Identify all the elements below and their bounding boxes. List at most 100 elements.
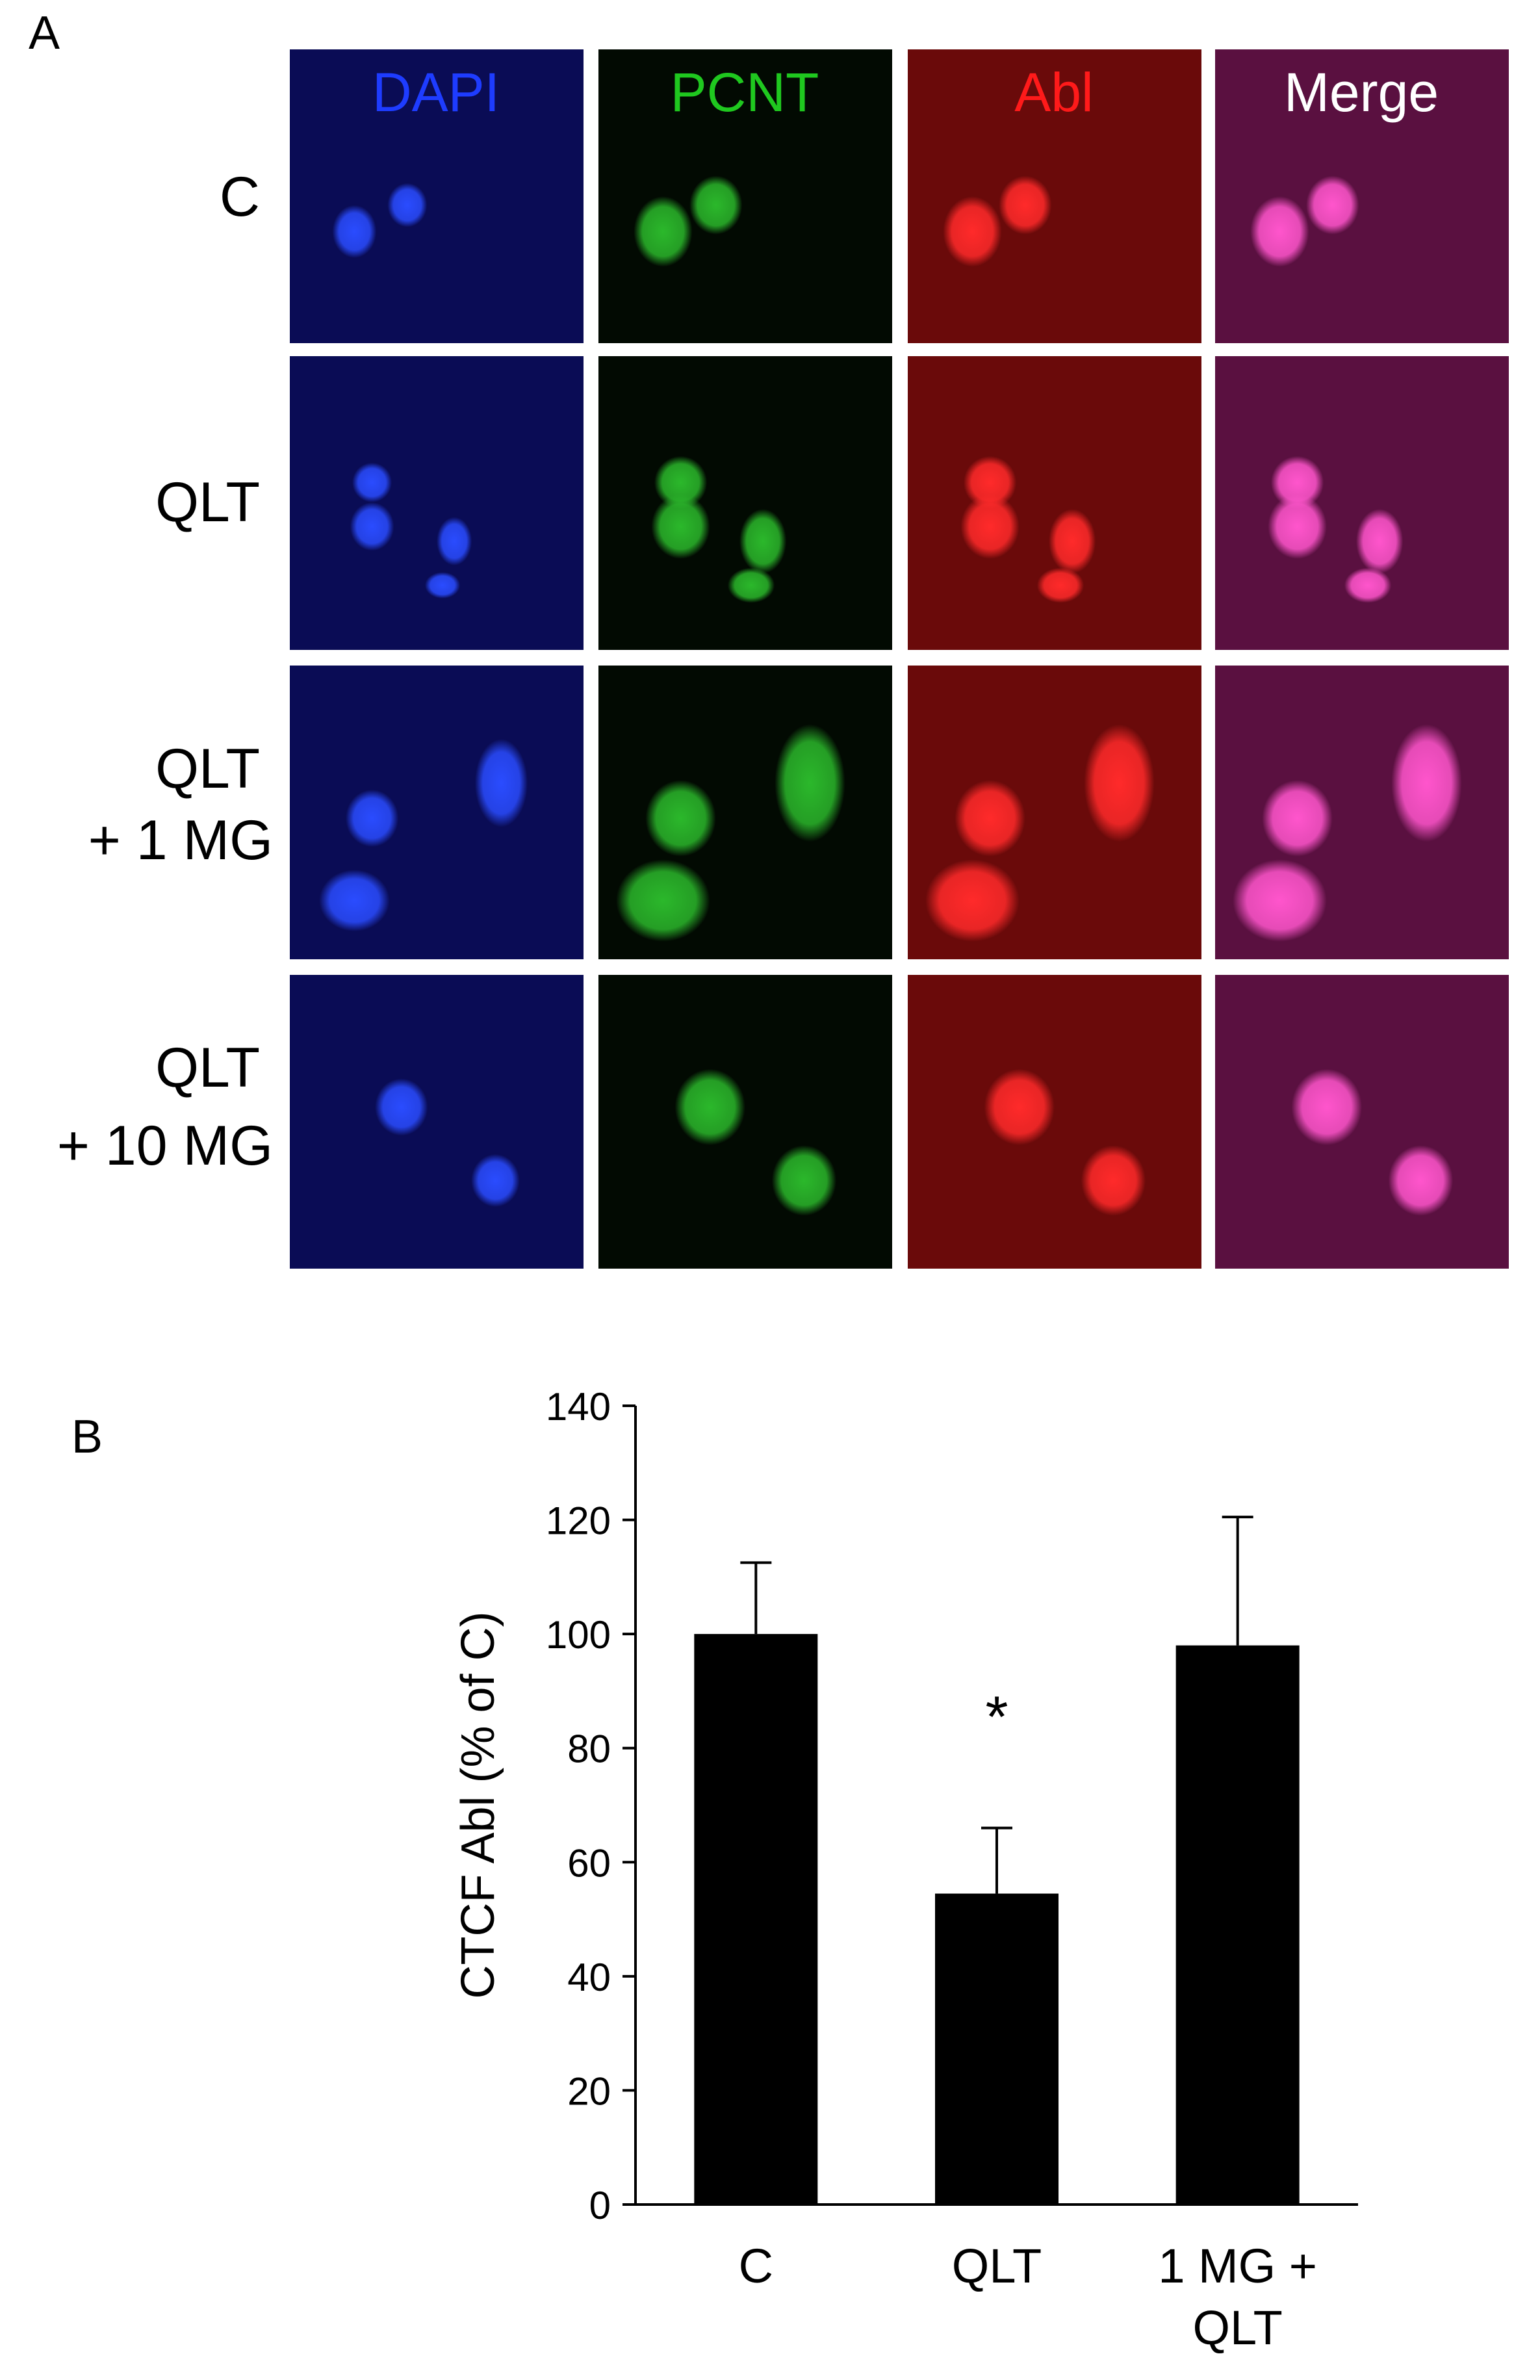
micrograph-dapi-cells bbox=[319, 739, 528, 932]
row-label-2-line1: QLT bbox=[155, 471, 260, 534]
y-tick-label: 20 bbox=[567, 2069, 611, 2113]
cell-blob bbox=[1270, 456, 1324, 510]
micrograph-pcnt-row-2 bbox=[598, 356, 892, 650]
micrograph-abl-row-3 bbox=[908, 666, 1201, 959]
bar-3 bbox=[1175, 1645, 1300, 2205]
row-label-1-line1: C bbox=[219, 166, 260, 228]
cell-blob bbox=[1344, 567, 1392, 603]
y-tick-label: 80 bbox=[567, 1727, 611, 1771]
cell-blob bbox=[1250, 196, 1309, 267]
cell-blob bbox=[437, 517, 472, 566]
y-tick-label: 140 bbox=[546, 1385, 611, 1429]
micrograph-dapi-cells bbox=[375, 1078, 520, 1208]
cell-blob bbox=[1355, 509, 1404, 574]
cell-blob bbox=[1388, 1145, 1454, 1216]
micrograph-pcnt-cells bbox=[634, 175, 743, 267]
cell-blob bbox=[654, 456, 708, 510]
cell-blob bbox=[424, 572, 461, 599]
cell-blob bbox=[645, 780, 716, 857]
cell-blob bbox=[963, 456, 1017, 510]
micrograph-abl-cells bbox=[984, 1068, 1146, 1216]
cell-blob bbox=[345, 789, 399, 847]
cell-blob bbox=[651, 494, 710, 559]
cell-blob bbox=[739, 509, 787, 574]
x-tick-label: QLT bbox=[952, 2239, 1042, 2293]
cell-blob bbox=[616, 859, 710, 942]
micrograph-dapi-row-3 bbox=[290, 666, 584, 959]
cell-blob bbox=[1048, 509, 1096, 574]
cell-blob bbox=[960, 494, 1020, 559]
cell-blob bbox=[387, 183, 428, 227]
cell-blob bbox=[1262, 780, 1333, 857]
cell-blob bbox=[471, 1154, 520, 1208]
cell-blob bbox=[375, 1078, 428, 1136]
column-header-abl: Abl bbox=[1014, 62, 1094, 123]
cell-blob bbox=[943, 196, 1002, 267]
cell-blob bbox=[689, 175, 743, 235]
column-header-pcnt: PCNT bbox=[670, 62, 819, 123]
bar-1 bbox=[694, 1634, 818, 2205]
row-label-3-line1: QLT bbox=[155, 738, 260, 800]
cell-blob bbox=[674, 1068, 745, 1146]
cell-blob bbox=[332, 205, 377, 258]
micrograph-merge-cells bbox=[1291, 1068, 1454, 1216]
cell-blob bbox=[771, 1145, 837, 1216]
cell-blob bbox=[1081, 1145, 1146, 1216]
micrograph-abl-row-1: Abl bbox=[908, 49, 1201, 343]
y-tick-label: 120 bbox=[546, 1499, 611, 1543]
micrograph-dapi-row-2 bbox=[290, 356, 584, 650]
cell-blob bbox=[1391, 724, 1462, 842]
cell-blob bbox=[474, 739, 528, 827]
micrograph-abl-cells bbox=[925, 724, 1155, 942]
x-tick-label: C bbox=[739, 2239, 773, 2293]
bar-2 bbox=[935, 1893, 1059, 2205]
micrograph-pcnt-row-4 bbox=[598, 975, 892, 1269]
micrograph-merge-row-3 bbox=[1215, 666, 1509, 959]
micrograph-merge-cells bbox=[1250, 175, 1359, 267]
micrograph-pcnt-row-1: PCNT bbox=[598, 49, 892, 343]
cell-blob bbox=[1306, 175, 1359, 235]
micrograph-pcnt-cells bbox=[651, 456, 787, 603]
micrograph-pcnt-cells bbox=[674, 1068, 837, 1216]
cell-blob bbox=[352, 462, 392, 502]
y-axis-label: CTCF Abl (% of C) bbox=[452, 1611, 504, 1998]
cell-blob bbox=[350, 502, 394, 551]
cell-blob bbox=[925, 859, 1020, 942]
x-tick-label: 1 MG + bbox=[1158, 2239, 1317, 2293]
panel-a-letter: A bbox=[29, 7, 60, 59]
y-tick-label: 0 bbox=[589, 2184, 611, 2227]
column-header-merge: Merge bbox=[1283, 62, 1439, 123]
micrograph-pcnt-row-3 bbox=[598, 666, 892, 959]
cell-blob bbox=[1233, 859, 1327, 942]
cell-blob bbox=[775, 724, 845, 842]
micrograph-dapi-row-4 bbox=[290, 975, 584, 1269]
cell-blob bbox=[1291, 1068, 1362, 1146]
micrograph-abl-row-2 bbox=[908, 356, 1201, 650]
column-header-dapi: DAPI bbox=[372, 62, 500, 123]
cell-blob bbox=[955, 780, 1025, 857]
panel-b-letter: B bbox=[71, 1411, 103, 1463]
cell-blob bbox=[1036, 567, 1084, 603]
micrograph-merge-row-4 bbox=[1215, 975, 1509, 1269]
micrograph-dapi-row-1: DAPI bbox=[290, 49, 584, 343]
x-tick-label: QLT bbox=[1192, 2301, 1282, 2355]
y-tick-label: 100 bbox=[546, 1613, 611, 1657]
micrograph-merge-row-2 bbox=[1215, 356, 1509, 650]
cell-blob bbox=[1084, 724, 1155, 842]
cell-blob bbox=[1268, 494, 1327, 559]
cell-blob bbox=[984, 1068, 1055, 1146]
cell-blob bbox=[319, 870, 390, 932]
cell-blob bbox=[727, 567, 775, 603]
y-tick-label: 40 bbox=[567, 1956, 611, 1999]
micrograph-pcnt-cells bbox=[616, 724, 845, 942]
micrograph-merge-cells bbox=[1233, 724, 1462, 942]
micrograph-abl-cells bbox=[943, 175, 1052, 267]
row-label-4-line2: + 10 MG bbox=[57, 1115, 273, 1177]
micrograph-abl-cells bbox=[960, 456, 1096, 603]
row-label-3-line2: + 1 MG bbox=[88, 809, 273, 872]
cell-blob bbox=[634, 196, 693, 267]
cell-blob bbox=[999, 175, 1052, 235]
micrograph-merge-cells bbox=[1268, 456, 1404, 603]
significance-annotation: * bbox=[985, 1685, 1008, 1750]
